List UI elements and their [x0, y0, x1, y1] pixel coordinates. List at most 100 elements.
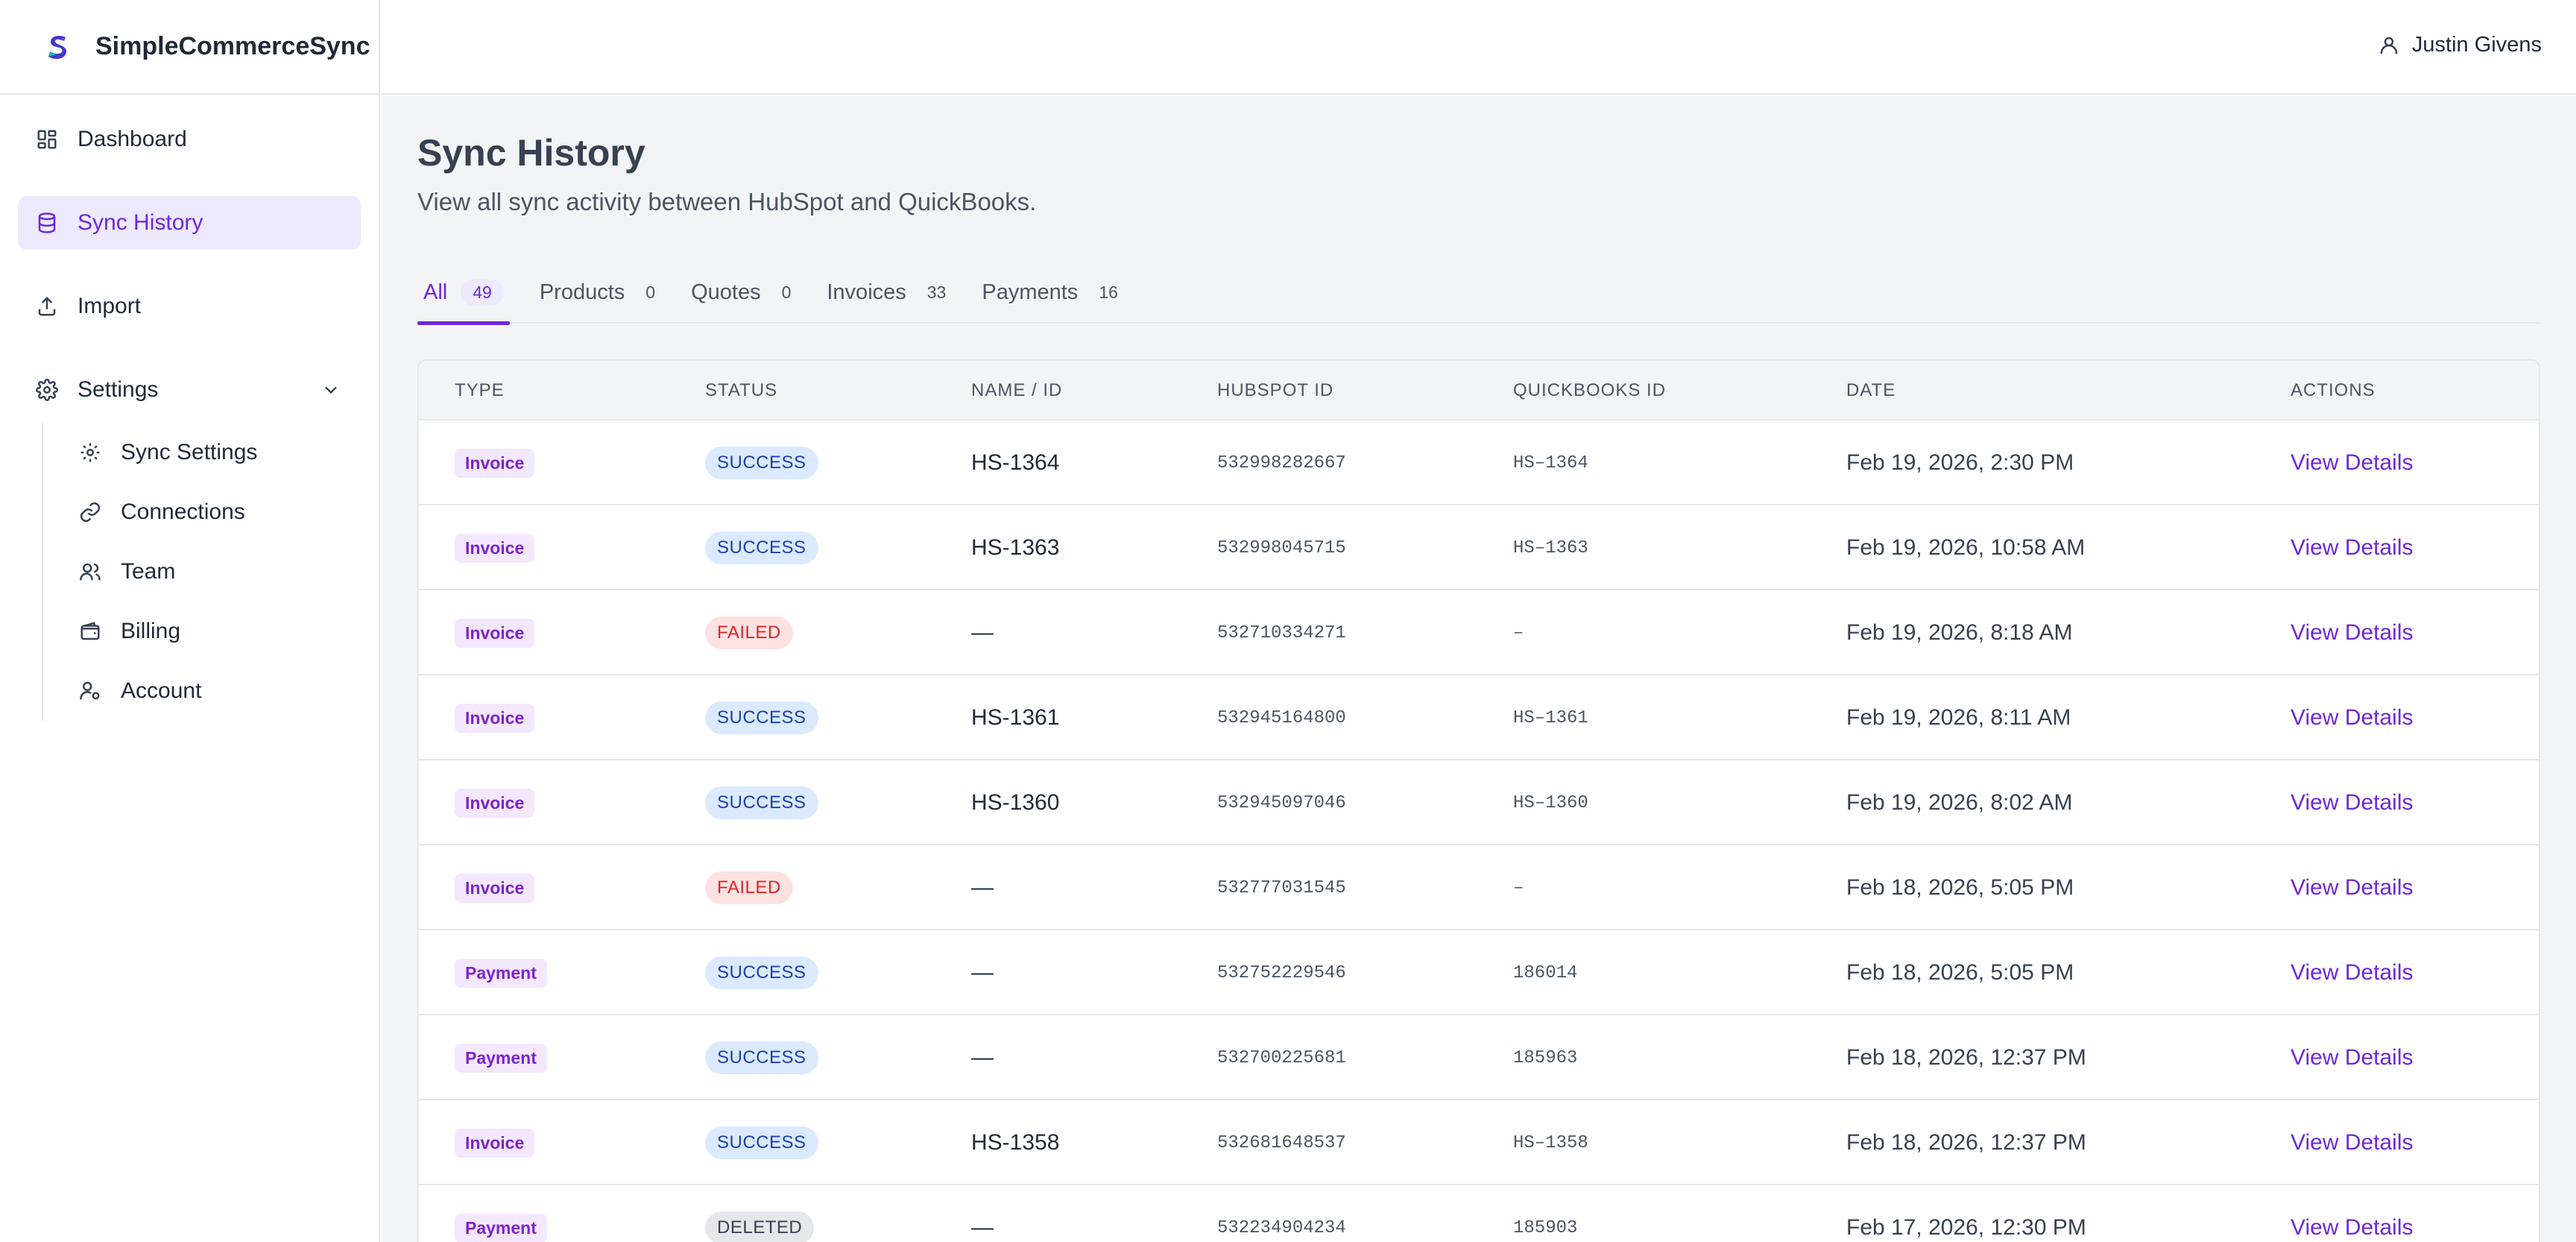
sync-history-table: TYPE STATUS NAME / ID HUBSPOT ID QUICKBO… [417, 359, 2540, 1242]
column-header-hubspot-id[interactable]: HUBSPOT ID [1217, 380, 1334, 400]
column-header-date[interactable]: DATE [1846, 380, 1896, 400]
chevron-down-icon[interactable] [321, 379, 341, 400]
status-cell: SUCCESS [705, 930, 818, 1015]
type-badge: Invoice [455, 873, 535, 903]
hubspot-id-cell: 532998045715 [1217, 538, 1346, 558]
status-badge: SUCCESS [705, 702, 818, 734]
page-title: Sync History [417, 132, 645, 174]
sidebar-item-label: Team [121, 559, 176, 584]
status-cell: SUCCESS [705, 505, 818, 590]
status-badge: SUCCESS [705, 1126, 818, 1159]
status-cell: FAILED [705, 845, 793, 930]
tab-count: 0 [645, 282, 656, 302]
view-details-link[interactable]: View Details [2291, 1045, 2414, 1070]
date-cell: Feb 19, 2026, 8:18 AM [1846, 620, 2073, 645]
sidebar-item-label: Connections [121, 499, 245, 524]
main-content: Sync History View all sync activity betw… [382, 95, 2576, 1242]
sidebar-item-label: Dashboard [78, 127, 187, 151]
status-badge: SUCCESS [705, 956, 818, 989]
quickbooks-id-cell: HS–1358 [1513, 1132, 1588, 1153]
type-badge: Payment [455, 1043, 547, 1073]
user-menu[interactable]: Justin Givens [2378, 33, 2542, 57]
quickbooks-id-cell: 185903 [1513, 1217, 1578, 1238]
view-details-link[interactable]: View Details [2291, 705, 2414, 730]
view-details-link[interactable]: View Details [2291, 620, 2414, 645]
column-header-name[interactable]: NAME / ID [971, 380, 1063, 400]
quickbooks-id-cell: HS–1364 [1513, 453, 1588, 473]
status-badge: DELETED [705, 1211, 815, 1242]
column-header-actions: ACTIONS [2291, 380, 2375, 400]
sidebar-item-label: Sync Settings [121, 440, 258, 464]
sidebar-item-sync-history[interactable]: Sync History [18, 196, 361, 250]
sidebar-item-account[interactable]: Account [60, 661, 361, 721]
status-badge: SUCCESS [705, 532, 818, 564]
type-badge: Invoice [455, 703, 535, 733]
type-cell: Invoice [455, 760, 535, 845]
sidebar-item-import[interactable]: Import [18, 280, 361, 333]
view-details-link[interactable]: View Details [2291, 535, 2414, 560]
brand[interactable]: SimpleCommerceSync [0, 0, 379, 95]
column-header-type[interactable]: TYPE [455, 380, 505, 400]
status-cell: SUCCESS [705, 1100, 818, 1185]
view-details-link[interactable]: View Details [2291, 450, 2414, 475]
table-row: Payment SUCCESS — 532700225681 185963 Feb 18,… [419, 1015, 2539, 1100]
tab-products[interactable]: Products 0 [534, 261, 661, 324]
tab-quotes[interactable]: Quotes 0 [685, 261, 797, 324]
table-row: Invoice SUCCESS HS-1363 532998045715 HS–1363… [419, 505, 2539, 590]
hubspot-id-cell: 532945097046 [1217, 792, 1346, 813]
name-cell: — [971, 960, 994, 985]
sidebar-item-settings[interactable]: Settings [18, 363, 361, 417]
sidebar-nav: Dashboard Sync History Import Settings [0, 95, 379, 721]
status-cell: SUCCESS [705, 420, 818, 505]
sidebar-item-dashboard[interactable]: Dashboard [18, 113, 361, 166]
view-details-link[interactable]: View Details [2291, 790, 2414, 815]
type-badge: Invoice [455, 788, 535, 818]
type-cell: Invoice [455, 1100, 535, 1185]
date-cell: Feb 18, 2026, 5:05 PM [1846, 875, 2074, 900]
quickbooks-id-cell: 186014 [1513, 962, 1578, 983]
name-cell: — [971, 1045, 994, 1070]
users-icon [79, 561, 101, 583]
hubspot-id-cell: 532945164800 [1217, 707, 1346, 728]
tab-count: 16 [1099, 282, 1118, 302]
column-header-status[interactable]: STATUS [705, 380, 778, 400]
type-badge: Payment [455, 1213, 547, 1242]
tab-count: 49 [461, 279, 504, 306]
sidebar-item-connections[interactable]: Connections [60, 482, 361, 542]
table-row: Invoice SUCCESS HS-1360 532945097046 HS–1360… [419, 760, 2539, 845]
status-cell: FAILED [705, 590, 793, 675]
sidebar-item-billing[interactable]: Billing [60, 602, 361, 661]
quickbooks-id-cell: HS–1361 [1513, 707, 1588, 728]
hubspot-id-cell: 532700225681 [1217, 1047, 1346, 1068]
type-cell: Payment [455, 1015, 547, 1100]
sidebar-item-label: Account [121, 678, 202, 703]
tab-invoices[interactable]: Invoices 33 [821, 261, 952, 324]
quickbooks-id-cell: HS–1360 [1513, 792, 1588, 813]
quickbooks-id-cell: – [1513, 622, 1524, 643]
name-cell: HS-1363 [971, 535, 1060, 560]
table-row: Invoice FAILED — 532710334271 – Feb 19, 2026,… [419, 590, 2539, 675]
sidebar-item-team[interactable]: Team [60, 542, 361, 602]
tab-all[interactable]: All 49 [417, 261, 510, 325]
hubspot-id-cell: 532777031545 [1217, 877, 1346, 898]
tab-count: 0 [781, 282, 792, 302]
view-details-link[interactable]: View Details [2291, 1215, 2414, 1240]
name-cell: HS-1358 [971, 1130, 1060, 1155]
date-cell: Feb 19, 2026, 8:11 AM [1846, 705, 2071, 730]
view-details-link[interactable]: View Details [2291, 875, 2414, 900]
type-cell: Invoice [455, 675, 535, 760]
date-cell: Feb 19, 2026, 8:02 AM [1846, 790, 2073, 815]
name-cell: HS-1360 [971, 790, 1060, 815]
sidebar-item-label: Import [78, 294, 142, 318]
date-cell: Feb 18, 2026, 12:37 PM [1846, 1130, 2086, 1155]
status-cell: SUCCESS [705, 1015, 818, 1100]
tab-label: Products [539, 280, 625, 304]
view-details-link[interactable]: View Details [2291, 960, 2414, 985]
view-details-link[interactable]: View Details [2291, 1130, 2414, 1155]
sidebar-item-label: Sync History [78, 210, 203, 235]
tab-payments[interactable]: Payments 16 [976, 261, 1124, 324]
column-header-quickbooks-id[interactable]: QUICKBOOKS ID [1513, 380, 1667, 400]
status-cell: SUCCESS [705, 760, 818, 845]
sidebar-item-sync-settings[interactable]: Sync Settings [60, 423, 361, 482]
quickbooks-id-cell: – [1513, 877, 1524, 898]
